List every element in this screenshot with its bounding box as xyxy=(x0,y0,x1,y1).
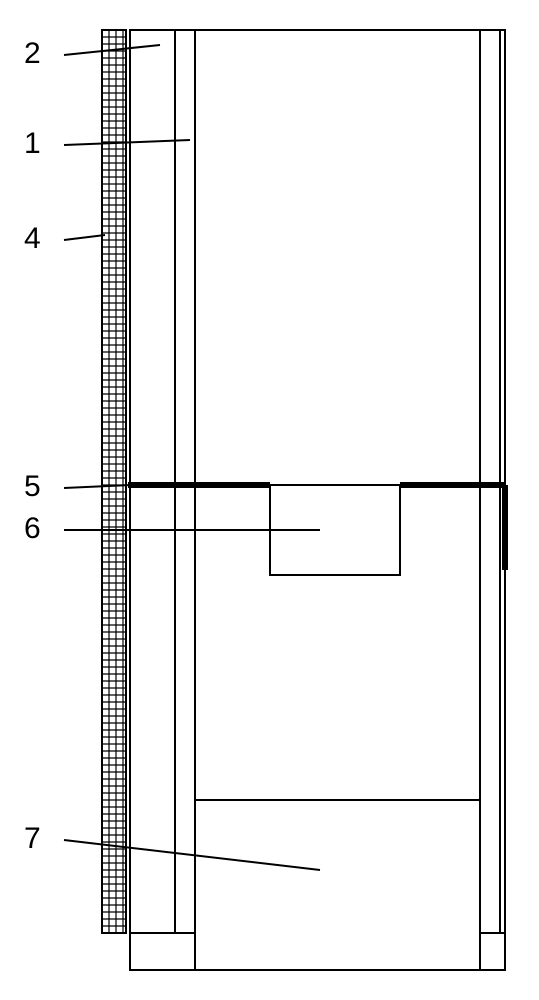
label-1: 1 xyxy=(24,127,41,161)
outer-box xyxy=(130,30,505,970)
label-5: 5 xyxy=(24,470,41,504)
label-7: 7 xyxy=(24,822,41,856)
leader-4 xyxy=(64,235,105,240)
leader-2 xyxy=(64,45,160,55)
label-4: 4 xyxy=(24,222,41,256)
hatched-column xyxy=(102,30,126,933)
label-2: 2 xyxy=(24,37,41,71)
label-6: 6 xyxy=(24,512,41,546)
leader-5 xyxy=(64,485,130,488)
diagram-root xyxy=(0,0,539,1000)
